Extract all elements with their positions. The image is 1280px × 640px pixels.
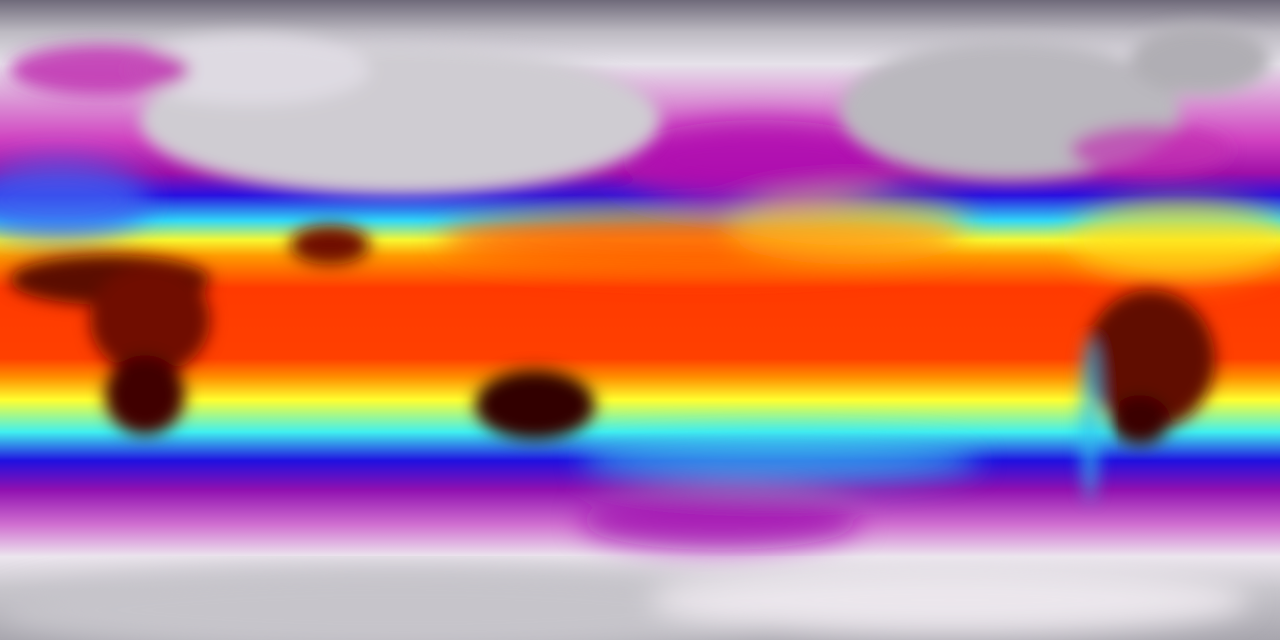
northern-landmasses <box>10 25 1270 195</box>
arabia-india <box>290 225 370 265</box>
australia <box>475 370 595 440</box>
south-america <box>1085 290 1215 430</box>
ocean-anomalies <box>0 120 1280 550</box>
africa-central <box>90 265 210 375</box>
africa-south <box>105 355 185 435</box>
andes-cold <box>1080 340 1100 500</box>
hot-landmasses <box>10 225 1215 500</box>
antarctica <box>0 565 1250 640</box>
greenland <box>1130 25 1270 95</box>
